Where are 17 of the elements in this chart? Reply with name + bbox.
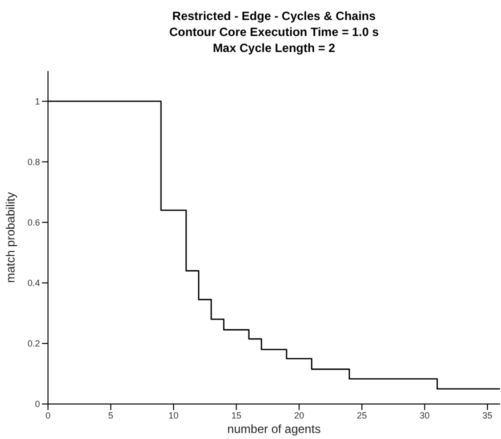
y-tick-label: 0.8: [27, 157, 40, 168]
y-tick-label: 0.2: [27, 338, 40, 349]
y-axis-title: match probability: [3, 192, 18, 283]
x-axis-title: number of agents: [227, 422, 321, 436]
x-tick-label: 0: [45, 410, 51, 420]
chart-title: Restricted - Edge - Cycles & Chains Contour Core Execution Time = 1.0 s Max Cycle Length = 2: [168, 8, 380, 56]
x-tick-label: 20: [294, 410, 304, 420]
x-tick-label: 35: [482, 410, 492, 420]
y-tick-label: 0.6: [27, 218, 40, 228]
x-tick-label: 15: [231, 410, 242, 420]
x-tick-label: 25: [356, 410, 367, 420]
x-tick-label: 10: [168, 410, 179, 420]
x-tick-label: 5: [108, 410, 114, 420]
y-tick-label: 1: [34, 96, 40, 106]
y-tick-label: 0.4: [27, 278, 40, 288]
y-tick-label: 0: [34, 399, 40, 410]
x-tick-label: 30: [420, 410, 430, 420]
